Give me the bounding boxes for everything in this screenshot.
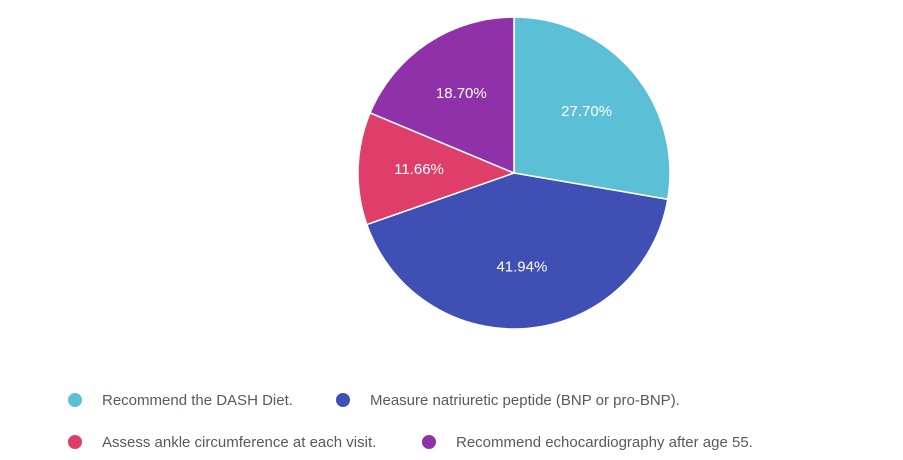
- legend-swatch-dash-diet: [68, 393, 82, 407]
- slice-label-dash-diet: 27.70%: [561, 103, 612, 120]
- legend-item-ankle-circumference[interactable]: Assess ankle circumference at each visit…: [68, 432, 376, 452]
- slice-label-echocardiography: 18.70%: [436, 85, 487, 102]
- legend-label-ankle-circumference: Assess ankle circumference at each visit…: [102, 433, 377, 451]
- pie-chart-svg: 27.70% 41.94% 11.66% 18.70%: [357, 16, 671, 330]
- legend-label-natriuretic-peptide: Measure natriuretic peptide (BNP or pro-…: [370, 391, 680, 409]
- pie-slice-ankle-circumference[interactable]: [357, 111, 517, 226]
- legend-item-echocardiography[interactable]: Recommend echocardiography after age 55.: [422, 432, 753, 452]
- legend-item-dash-diet[interactable]: Recommend the DASH Diet.: [68, 390, 293, 410]
- pie-slice-dash-diet[interactable]: [513, 16, 671, 201]
- pie-slice-natriuretic-peptide[interactable]: [365, 172, 669, 330]
- legend-label-echocardiography: Recommend echocardiography after age 55.: [456, 433, 753, 451]
- legend-swatch-echocardiography: [422, 435, 436, 449]
- legend-swatch-ankle-circumference: [68, 435, 82, 449]
- slice-label-natriuretic-peptide: 41.94%: [496, 259, 547, 276]
- pie-slice-echocardiography[interactable]: [369, 16, 515, 175]
- legend-item-natriuretic-peptide[interactable]: Measure natriuretic peptide (BNP or pro-…: [336, 390, 680, 410]
- legend-swatch-natriuretic-peptide: [336, 393, 350, 407]
- legend-label-dash-diet: Recommend the DASH Diet.: [102, 391, 293, 409]
- slice-label-ankle-circumference: 11.66%: [394, 161, 444, 178]
